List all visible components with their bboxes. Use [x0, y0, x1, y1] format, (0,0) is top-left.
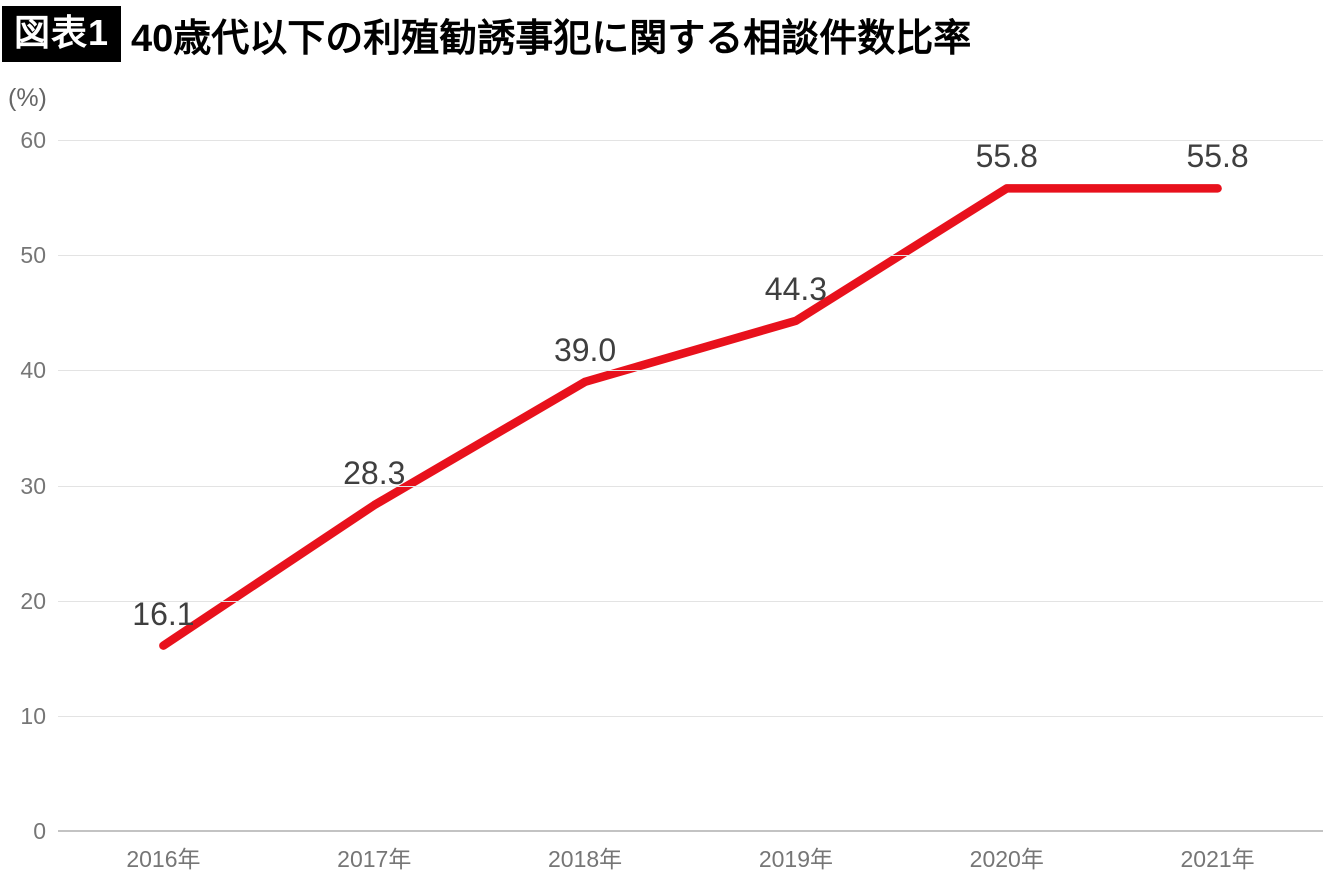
data-point-label: 28.3 [343, 455, 406, 492]
data-point-label: 55.8 [975, 138, 1038, 175]
chart-title: 40歳代以下の利殖勧誘事犯に関する相談件数比率 [131, 17, 972, 60]
x-axis-tick-label: 2020年 [969, 846, 1044, 872]
x-axis-tick-label: 2021年 [1180, 846, 1255, 872]
x-axis-tick-label: 2018年 [547, 846, 623, 872]
plot-area [58, 140, 1323, 832]
y-axis-tick-label: 10 [20, 702, 46, 729]
y-axis-tick-label: 20 [20, 587, 46, 614]
y-axis-tick-label: 60 [20, 127, 46, 153]
gridline [58, 370, 1323, 372]
figure-header: 図表1 40歳代以下の利殖勧誘事犯に関する相談件数比率 [2, 6, 971, 62]
x-axis-tick-label: 2019年 [758, 846, 833, 872]
x-axis-tick-label: 2016年 [126, 846, 201, 872]
y-axis-tick-label: 0 [33, 818, 46, 844]
trend-line [159, 184, 1222, 650]
data-point-label: 39.0 [553, 331, 617, 368]
gridline [58, 140, 1323, 141]
x-axis-baseline [58, 830, 1323, 832]
y-axis-tick-label: 30 [20, 472, 46, 499]
data-point-label: 44.3 [764, 270, 828, 307]
gridline [58, 715, 1323, 717]
y-axis-unit-label: (%) [8, 84, 47, 112]
x-axis-tick-label: 2017年 [337, 846, 412, 872]
y-axis-tick-label: 50 [20, 242, 46, 269]
gridline [58, 255, 1323, 257]
data-point-label: 55.8 [1186, 138, 1249, 175]
series-line [159, 184, 1222, 650]
gridline [58, 600, 1323, 602]
y-axis-tick-label: 40 [20, 357, 46, 384]
gridline [58, 485, 1323, 487]
figure-badge: 図表1 [2, 6, 122, 62]
data-point-label: 16.1 [132, 595, 195, 632]
